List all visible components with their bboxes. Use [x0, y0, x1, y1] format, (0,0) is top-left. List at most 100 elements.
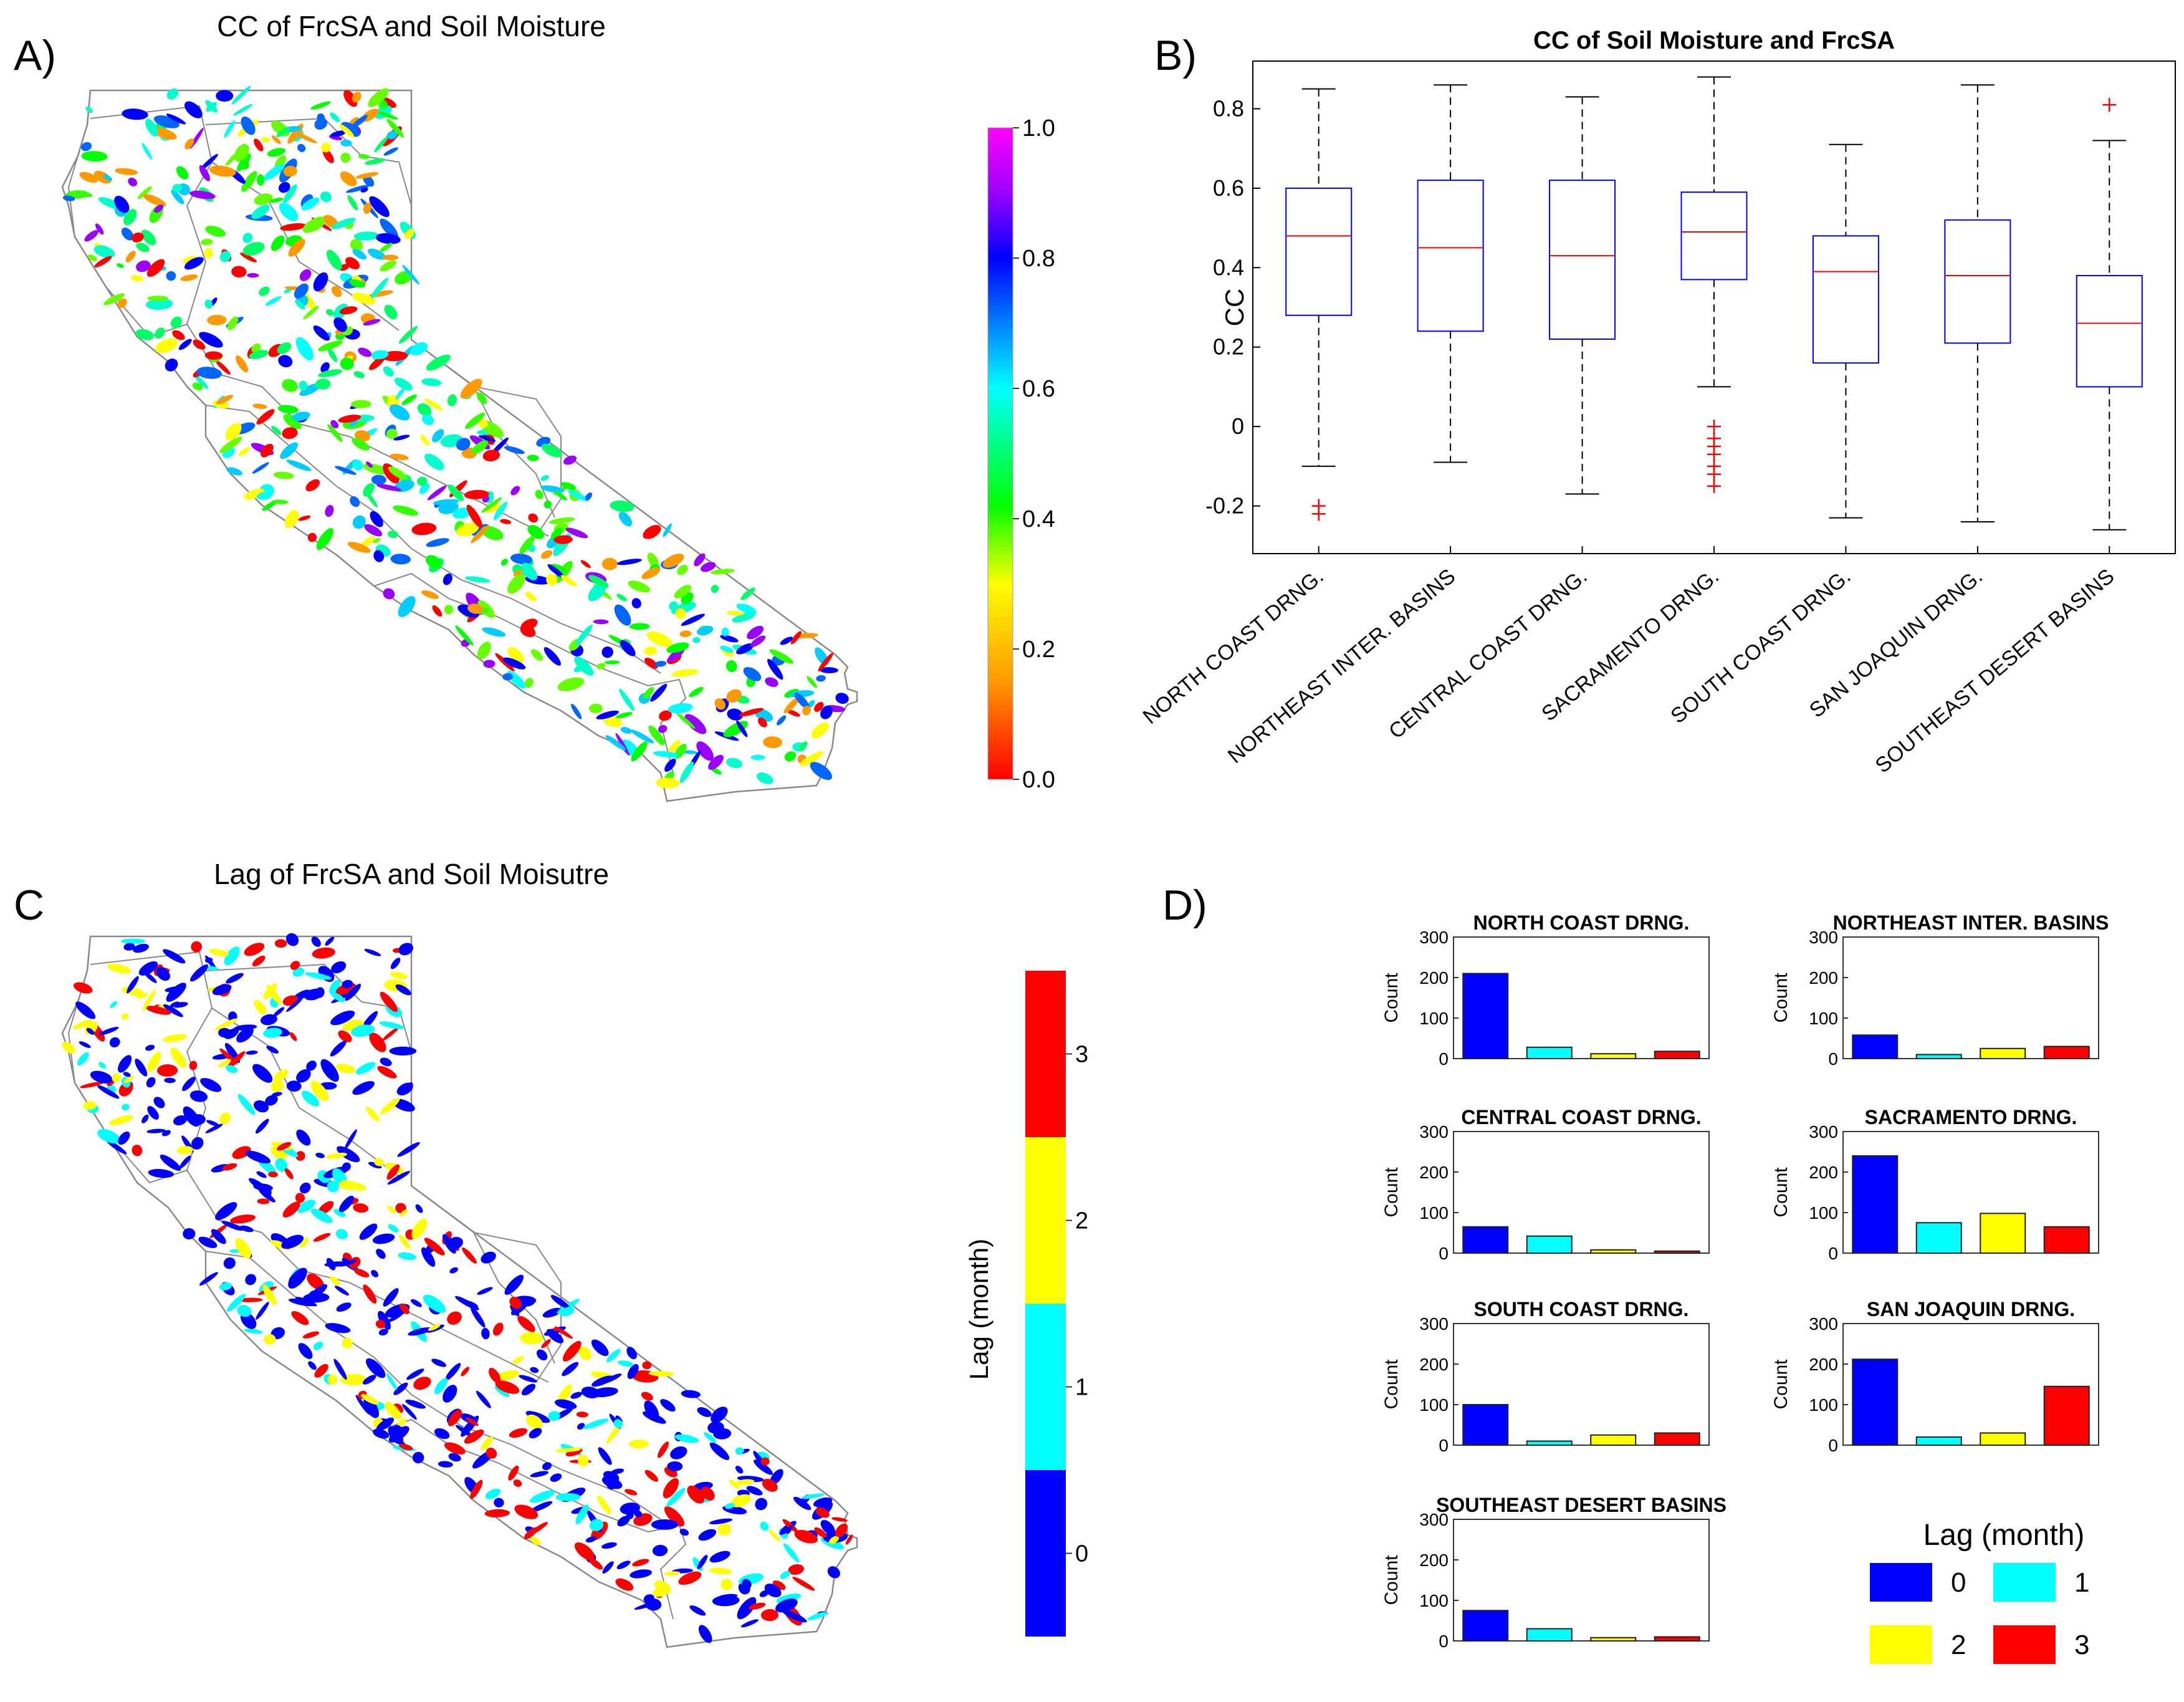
watershed-patch	[363, 1397, 380, 1418]
watershed-patch	[767, 658, 783, 680]
watershed-patch	[433, 499, 459, 506]
watershed-patch	[694, 553, 706, 567]
watershed-patch	[530, 1367, 539, 1373]
watershed-patch	[313, 1342, 323, 1350]
iqr-box	[2076, 275, 2143, 388]
watershed-patch	[138, 961, 158, 976]
watershed-patch	[117, 263, 124, 268]
watershed-patch	[666, 1488, 686, 1507]
lag-colorbar-tick-label: 0	[1075, 1541, 1088, 1567]
watershed-patch	[820, 1519, 835, 1536]
watershed-patch	[351, 1024, 375, 1037]
watershed-patch	[382, 1027, 400, 1041]
watershed-patch	[216, 360, 231, 375]
watershed-patch	[530, 1537, 541, 1546]
watershed-patch	[125, 251, 136, 262]
watershed-patch	[668, 703, 693, 714]
watershed-patch	[336, 1302, 352, 1312]
basin-boundary	[473, 386, 555, 518]
watershed-patch	[529, 1490, 555, 1503]
watershed-patch	[364, 524, 383, 537]
basin-boundary	[411, 1185, 562, 1383]
y-tick-label: 100	[1809, 1203, 1838, 1223]
watershed-patch	[449, 1267, 459, 1274]
watershed-patch	[364, 948, 381, 956]
watershed-patch	[321, 142, 331, 153]
watershed-patch	[278, 181, 290, 193]
watershed-patch	[510, 486, 520, 496]
watershed-patch	[262, 500, 277, 511]
watershed-patch	[764, 1584, 782, 1598]
bar-lag-2	[1980, 1213, 2026, 1254]
y-tick-label: 0	[1232, 413, 1244, 439]
watershed-patch	[207, 314, 227, 325]
watershed-patch	[282, 1201, 300, 1218]
watershed-patch	[263, 163, 285, 181]
watershed-patch	[241, 116, 256, 135]
watershed-patch	[550, 527, 563, 540]
watershed-patch	[294, 283, 309, 299]
watershed-patch	[820, 667, 838, 673]
watershed-patch	[641, 567, 661, 579]
watershed-patch	[192, 382, 203, 391]
cc-colorbar	[987, 127, 1013, 780]
watershed-patch	[553, 535, 573, 544]
watershed-patch	[800, 751, 824, 766]
watershed-patch	[275, 1158, 288, 1172]
watershed-patch	[502, 673, 513, 681]
bar-panel-title: CENTRAL COAST DRNG.	[1461, 1106, 1701, 1128]
y-tick-label: 300	[1809, 1314, 1838, 1334]
watershed-patch	[188, 1114, 206, 1126]
watershed-patch	[166, 113, 186, 125]
watershed-patch	[471, 525, 489, 544]
watershed-patch	[720, 635, 739, 643]
watershed-patch	[121, 986, 144, 996]
watershed-patch	[517, 1315, 535, 1332]
box-6	[1944, 84, 2011, 523]
watershed-patch	[381, 100, 388, 107]
watershed-patch	[620, 739, 638, 756]
watershed-patch	[792, 1577, 815, 1591]
watershed-patch	[231, 85, 251, 105]
watershed-patch	[528, 513, 539, 523]
y-tick-label: 0.2	[1213, 334, 1244, 360]
watershed-patch	[245, 1274, 257, 1286]
watershed-patch	[708, 754, 724, 770]
watershed-patch	[626, 1347, 637, 1360]
watershed-patch	[383, 147, 398, 156]
watershed-patch	[668, 740, 681, 754]
watershed-patch	[106, 1140, 127, 1155]
watershed-patch	[542, 1307, 562, 1318]
watershed-patch	[232, 1146, 251, 1159]
watershed-patch	[284, 1168, 294, 1180]
watershed-patch	[219, 1282, 232, 1291]
watershed-patch	[296, 1069, 311, 1083]
watershed-patch	[749, 1602, 766, 1610]
watershed-patch	[444, 1442, 466, 1454]
watershed-patch	[121, 1013, 129, 1020]
watershed-patch	[369, 356, 385, 370]
watershed-patch	[266, 984, 282, 1005]
watershed-patch	[330, 1010, 355, 1026]
watershed-patch	[483, 660, 496, 668]
watershed-patch	[335, 1229, 348, 1239]
watershed-patch	[675, 608, 686, 619]
watershed-patch	[589, 1519, 604, 1531]
watershed-patch	[276, 1142, 292, 1151]
watershed-patch	[725, 1502, 735, 1509]
bar-lag-0	[1462, 1226, 1509, 1254]
watershed-patch	[282, 379, 299, 392]
watershed-patch	[237, 1297, 263, 1302]
watershed-patch	[386, 428, 398, 440]
watershed-patch	[131, 275, 144, 282]
watershed-patch	[166, 271, 176, 281]
watershed-patch	[327, 1374, 338, 1385]
watershed-patch	[95, 223, 104, 235]
watershed-patch	[387, 1206, 396, 1214]
bar-lag-2	[1590, 1249, 1637, 1254]
watershed-patch	[709, 1567, 732, 1575]
watershed-patch	[354, 430, 371, 442]
watershed-patch	[476, 392, 487, 405]
watershed-patch	[253, 1183, 273, 1191]
watershed-patch	[641, 1392, 653, 1401]
